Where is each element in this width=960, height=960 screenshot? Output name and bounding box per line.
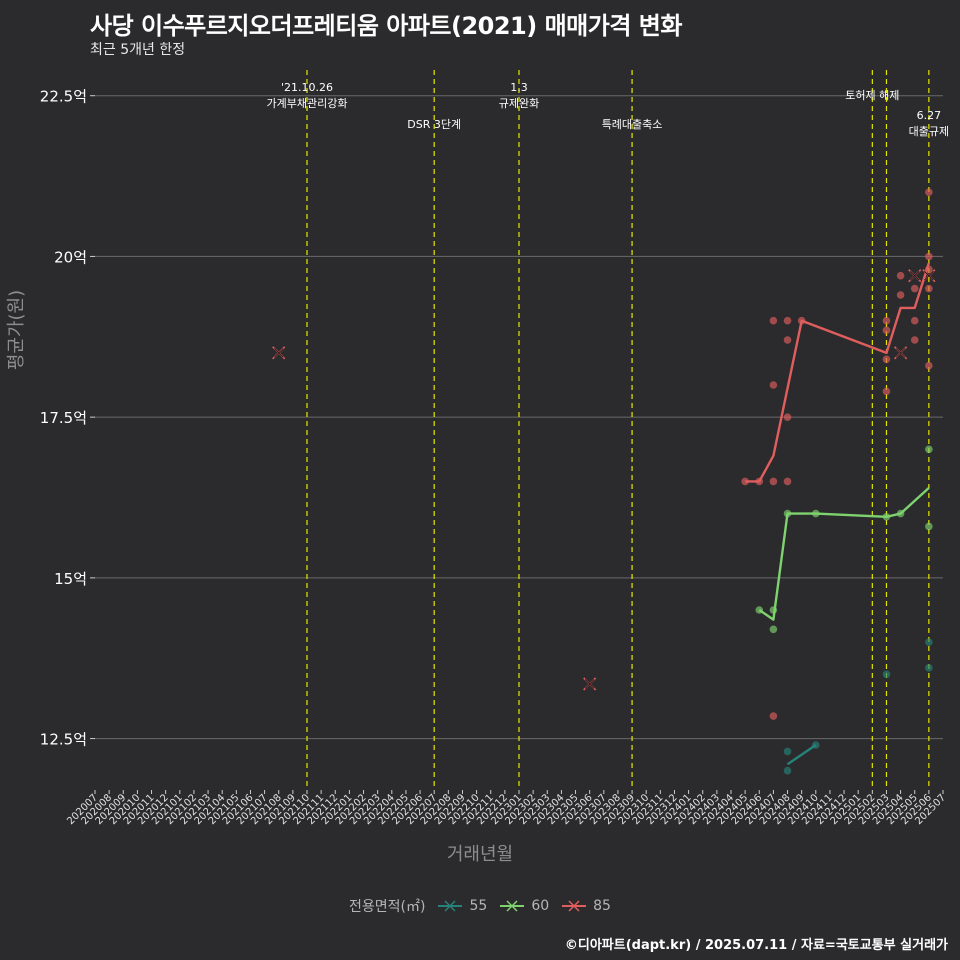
- event-label: DSR 3단계: [407, 118, 461, 131]
- event-label: 특례대출축소: [602, 118, 663, 131]
- data-point-85: [783, 413, 792, 421]
- data-point-85: [769, 316, 778, 325]
- legend-key-55: 55: [437, 898, 487, 914]
- cross-marker-85: [922, 269, 936, 283]
- legend-label-55: 55: [469, 898, 488, 914]
- data-point-85: [925, 284, 933, 293]
- data-point-85: [769, 381, 778, 389]
- event-label: '21.10.26: [281, 81, 333, 94]
- data-point-55: [882, 670, 891, 679]
- data-point-55: [783, 747, 792, 756]
- series-line-85: [745, 262, 931, 483]
- legend-60-icon: [500, 900, 525, 912]
- event-label: 1.3: [510, 81, 528, 94]
- legend-85-icon: [562, 900, 587, 912]
- legend: 전용면적(㎡) 55 60 85: [0, 896, 960, 916]
- y-tick-label: 22.5억: [40, 88, 87, 106]
- series-line-60: [758, 487, 930, 621]
- cross-marker-85: [583, 677, 597, 691]
- data-point-60: [769, 625, 778, 634]
- chart-subtitle: 최근 5개년 한정: [90, 42, 186, 58]
- data-point-55: [925, 638, 933, 646]
- data-point-60: [925, 445, 933, 454]
- y-axis-label: 평균가(원): [6, 289, 27, 371]
- data-point-85: [910, 336, 919, 344]
- data-point-85: [769, 712, 778, 720]
- data-point-85: [925, 361, 933, 370]
- series-line-55: [786, 744, 817, 766]
- y-tick-label: 17.5억: [40, 409, 87, 427]
- data-point-85: [882, 326, 891, 335]
- event-label: 규제완화: [499, 97, 539, 110]
- legend-key-60: 60: [499, 898, 549, 914]
- legend-label-85: 85: [593, 898, 611, 914]
- data-point-55: [925, 664, 933, 672]
- y-tick-label: 15억: [54, 570, 87, 588]
- data-point-85: [882, 316, 891, 325]
- legend-label-60: 60: [531, 898, 550, 914]
- data-point-85: [783, 316, 792, 325]
- event-label: 토허제 해제: [845, 88, 899, 102]
- y-tick-label: 20억: [54, 248, 87, 266]
- data-point-85: [910, 316, 919, 325]
- cross-marker-85: [908, 269, 922, 283]
- event-label: 가계부채관리강화: [267, 97, 348, 110]
- data-point-85: [783, 336, 792, 344]
- y-tick-label: 12.5억: [40, 731, 87, 749]
- legend-key-85: 85: [561, 898, 611, 914]
- data-point-85: [783, 477, 792, 486]
- legend-title: 전용면적(㎡): [349, 899, 426, 915]
- x-axis-label: 거래년월: [446, 844, 514, 865]
- data-point-85: [910, 284, 919, 293]
- event-label: 대출규제: [909, 125, 949, 138]
- cross-marker-85: [894, 346, 908, 360]
- cross-marker-85: [272, 346, 286, 360]
- event-label: 6.27: [917, 109, 942, 122]
- data-point-85: [925, 188, 933, 196]
- data-point-85: [882, 387, 891, 396]
- data-point-85: [896, 291, 905, 299]
- data-point-85: [769, 477, 778, 486]
- chart-title: 사당 이수푸르지오더프레티움 아파트(2021) 매매가격 변화: [90, 12, 682, 40]
- data-point-85: [896, 271, 905, 280]
- legend-55-icon: [438, 900, 463, 912]
- data-point-85: [925, 252, 933, 261]
- data-point-55: [783, 766, 792, 775]
- data-point-85: [882, 355, 891, 364]
- credit-text: ©디아파트(dapt.kr) / 2025.07.11 / 자료=국토교통부 실…: [564, 938, 948, 953]
- data-point-60: [925, 522, 933, 531]
